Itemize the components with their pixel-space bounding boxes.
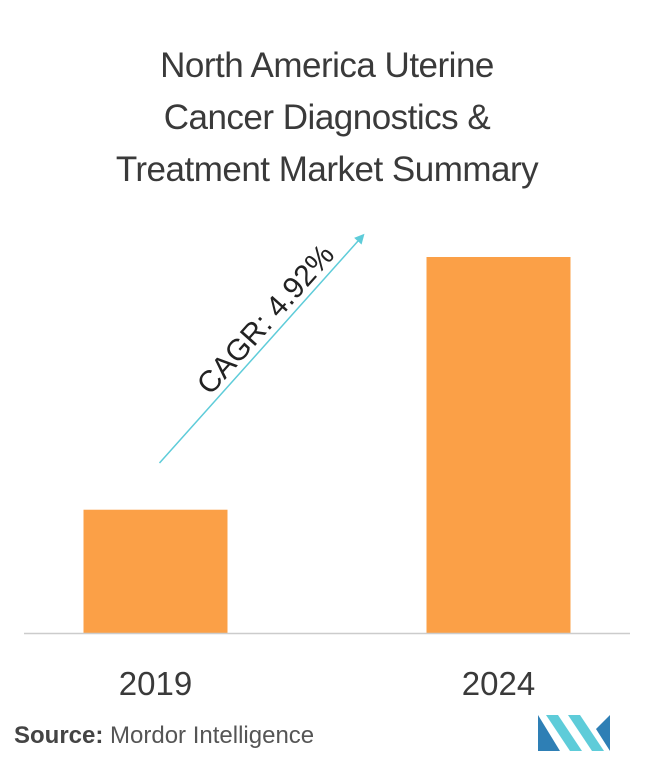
cagr-arrow (158, 233, 365, 464)
source-text: Mordor Intelligence (110, 722, 315, 749)
title-line-1: North America Uterine (160, 46, 494, 85)
chart-title: North America Uterine Cancer Diagnostics… (0, 40, 654, 196)
x-tick-labels: 2019 2024 (119, 665, 535, 702)
bar-2019 (83, 509, 228, 633)
title-line-2: Cancer Diagnostics & (163, 98, 491, 137)
bar-2024 (426, 257, 571, 633)
x-tick-label-2024: 2024 (462, 665, 535, 702)
cagr-label: CAGR: 4.92% (191, 238, 341, 400)
source-label: Source: (14, 722, 104, 749)
source-line: Source: Mordor Intelligence (14, 722, 314, 750)
x-tick-label-2019: 2019 (119, 665, 192, 702)
bars (83, 257, 571, 633)
title-line-3: Treatment Market Summary (115, 150, 539, 189)
mordor-intelligence-logo-icon (538, 715, 610, 751)
